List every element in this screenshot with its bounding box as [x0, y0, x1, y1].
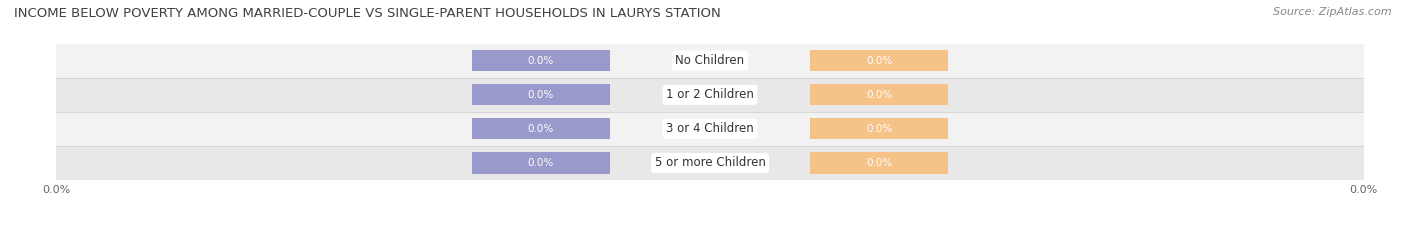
Text: 0.0%: 0.0% — [866, 90, 893, 100]
Text: Source: ZipAtlas.com: Source: ZipAtlas.com — [1274, 7, 1392, 17]
Text: 0.0%: 0.0% — [866, 124, 893, 134]
Text: 0.0%: 0.0% — [866, 56, 893, 66]
Text: 0.0%: 0.0% — [527, 124, 554, 134]
Bar — [810, 84, 949, 105]
Text: 0.0%: 0.0% — [527, 56, 554, 66]
Text: INCOME BELOW POVERTY AMONG MARRIED-COUPLE VS SINGLE-PARENT HOUSEHOLDS IN LAURYS : INCOME BELOW POVERTY AMONG MARRIED-COUPL… — [14, 7, 721, 20]
Bar — [56, 146, 1364, 180]
Bar — [56, 112, 1364, 146]
Text: 0.0%: 0.0% — [866, 158, 893, 168]
Bar — [810, 50, 949, 71]
Bar — [56, 44, 1364, 78]
Text: 1 or 2 Children: 1 or 2 Children — [666, 88, 754, 101]
Text: 5 or more Children: 5 or more Children — [655, 157, 765, 169]
Bar — [810, 152, 949, 174]
Bar — [471, 118, 610, 140]
Bar — [56, 78, 1364, 112]
Text: 3 or 4 Children: 3 or 4 Children — [666, 122, 754, 135]
Bar — [471, 50, 610, 71]
Bar — [471, 152, 610, 174]
Text: 0.0%: 0.0% — [527, 158, 554, 168]
Text: No Children: No Children — [675, 54, 745, 67]
Text: 0.0%: 0.0% — [527, 90, 554, 100]
Bar — [810, 118, 949, 140]
Bar — [471, 84, 610, 105]
